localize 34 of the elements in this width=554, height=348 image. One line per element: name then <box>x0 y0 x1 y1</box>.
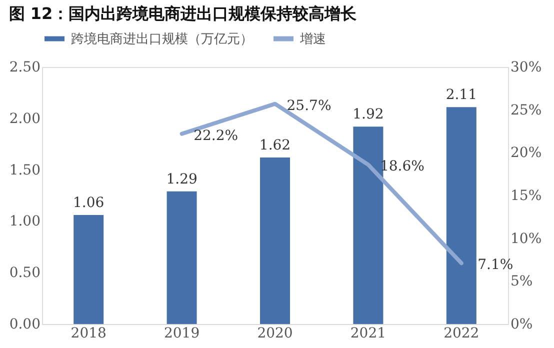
y-tick-label: 1.50 <box>9 162 40 178</box>
chart-title: 图 12：国内出跨境电商进出口规模保持较高增长 <box>8 4 358 23</box>
y-tick-label: 1.00 <box>9 214 40 230</box>
data-label: 22.2% <box>194 128 238 144</box>
data-label: 1.62 <box>259 137 291 154</box>
bar <box>166 191 197 324</box>
y2-tick-label: 30% <box>510 60 542 76</box>
y2-tick-label: 5% <box>510 274 533 290</box>
bar <box>446 107 476 324</box>
y-tick-label: 0.00 <box>9 316 40 332</box>
x-tick-label: 2019 <box>164 326 200 342</box>
bar <box>74 215 104 324</box>
y-tick-label: 0.50 <box>9 265 40 282</box>
y2-tick-label: 0% <box>510 316 533 332</box>
legend-label: 增速 <box>299 32 326 47</box>
y2-tick-label: 20% <box>510 145 542 162</box>
y2-tick-label: 15% <box>510 188 542 204</box>
x-tick-label: 2020 <box>257 326 293 342</box>
data-label: 1.92 <box>352 106 384 123</box>
x-tick-label: 2022 <box>444 326 480 342</box>
data-label: 25.7% <box>286 98 332 114</box>
data-label: 1.06 <box>73 195 104 212</box>
legend-label: 跨境电商进出口规模（万亿元） <box>71 30 253 47</box>
bar <box>260 157 290 324</box>
data-label: 2.11 <box>446 87 477 104</box>
y2-tick-label: 25% <box>510 102 542 118</box>
x-tick-label: 2021 <box>350 326 386 342</box>
y2-tick-label: 10% <box>510 230 542 247</box>
x-tick-label: 2018 <box>70 326 106 342</box>
bar <box>353 126 384 324</box>
y-tick-label: 2.50 <box>9 60 40 76</box>
data-label: 1.29 <box>166 171 198 188</box>
data-label: 7.1% <box>478 257 514 274</box>
y-tick-label: 2.00 <box>9 110 40 127</box>
